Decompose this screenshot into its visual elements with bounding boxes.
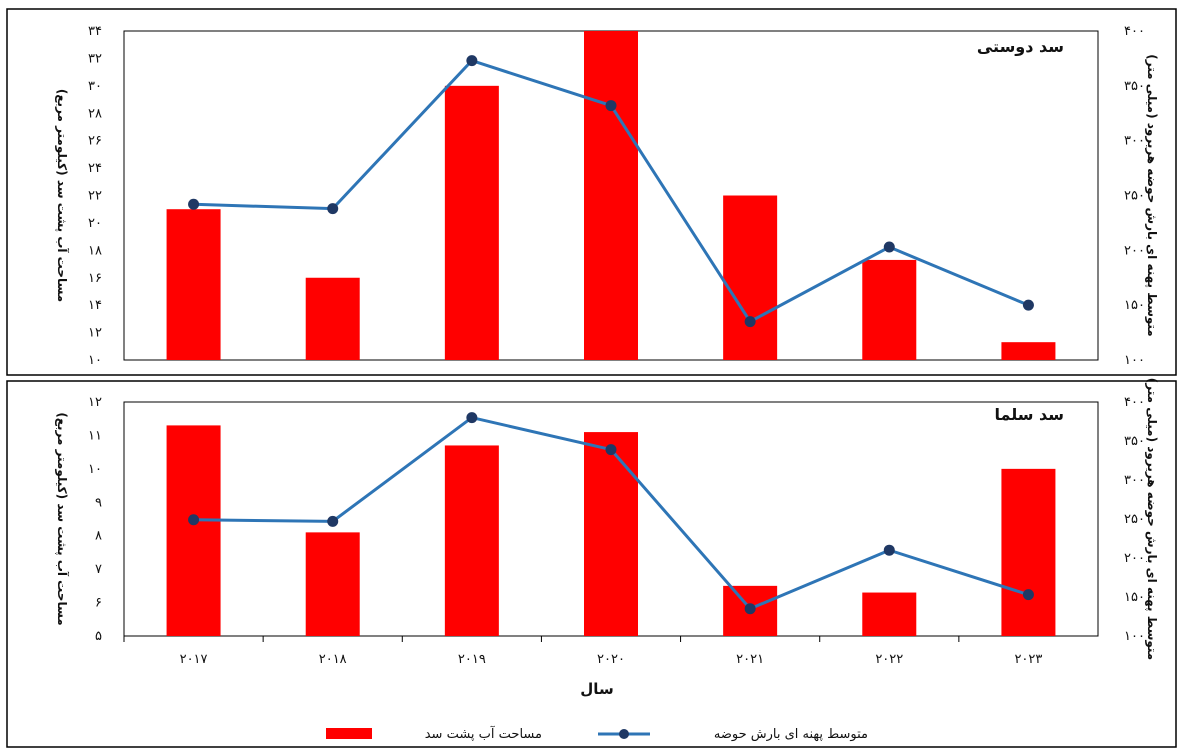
line-point <box>883 241 895 253</box>
y-right-tick-label: ۳۰۰ <box>1124 473 1145 488</box>
bar <box>862 259 917 360</box>
y-right-tick-label: ۲۵۰ <box>1124 189 1145 204</box>
panel-frame-top <box>6 8 1177 376</box>
y-left-tick-label: ۲۸ <box>88 106 102 121</box>
y-right-axis-label: متوسط پهنه ای بارش حوضه هریرود (میلی متر… <box>1144 378 1159 661</box>
bar <box>305 277 360 360</box>
y-left-tick-label: ۱۸ <box>88 243 102 258</box>
line-point <box>883 544 895 556</box>
y-left-tick-label: ۲۰ <box>88 216 102 231</box>
bar <box>723 195 778 360</box>
bar <box>584 31 638 360</box>
line-point <box>1022 299 1034 311</box>
y-right-tick-label: ۱۵۰ <box>1124 298 1145 313</box>
x-tick-label: ۲۰۱۹ <box>458 652 486 667</box>
line-point <box>188 514 200 526</box>
y-left-tick-label: ۹ <box>95 495 102 510</box>
y-right-tick-label: ۲۰۰ <box>1124 551 1145 566</box>
x-tick-label: ۲۰۲۳ <box>1014 652 1042 667</box>
bar <box>1001 342 1056 360</box>
x-tick-label: ۲۰۲۰ <box>597 652 625 667</box>
y-right-tick-label: ۲۵۰ <box>1124 512 1145 527</box>
y-left-tick-label: ۵ <box>95 629 102 644</box>
chart-salma: ۵ ۶ ۷ ۸ ۹ ۱۰ ۱۱ ۱۲ ۱۰۰ ۱۵۰ ۲۰۰ ۲۵۰ ۳۰۰ ۳۵۰ ۴۰۰ مساحت آب… <box>54 378 1159 667</box>
line-point <box>327 515 339 527</box>
y-left-tick-label: ۱۴ <box>88 298 102 313</box>
line-point <box>188 198 200 210</box>
y-right-tick-label: ۳۵۰ <box>1124 79 1145 94</box>
y-left-tick-label: ۳۰ <box>88 79 102 94</box>
chart-dusti: ۱۰ ۱۲ ۱۴ ۱۶ ۱۸ ۲۰ ۲۲ ۲۴ ۲۶ ۲۸ ۳۰ ۳۲ ۳۴ ۱۰۰ ۱۵۰ ۲۰۰ ۲۵۰ ۳۰… <box>54 24 1159 368</box>
legend-bar-label: مساحت آب پشت سد <box>425 725 542 742</box>
y-left-tick-label: ۲۶ <box>88 134 102 149</box>
y-left-tick-label: ۱۰ <box>88 462 102 477</box>
x-tick-label: ۲۰۲۱ <box>736 652 764 667</box>
y-left-tick-label: ۱۲ <box>88 395 102 410</box>
y-left-tick-label: ۸ <box>95 529 102 544</box>
line-point <box>605 100 617 112</box>
line-point <box>466 55 478 67</box>
y-left-axis-label: مساحت آب پشت سد (کیلومتر مربع) <box>54 89 70 302</box>
y-left-tick-label: ۱۱ <box>88 428 102 443</box>
y-left-tick-label: ۱۰ <box>88 353 102 368</box>
line-point <box>744 603 756 615</box>
x-axis-label: سال <box>580 680 613 698</box>
y-left-tick-label: ۷ <box>95 562 102 577</box>
y-right-tick-label: ۱۰۰ <box>1124 629 1145 644</box>
y-right-tick-label: ۳۵۰ <box>1124 434 1145 449</box>
bar <box>584 432 638 636</box>
y-left-tick-label: ۳۲ <box>88 51 102 66</box>
y-right-tick-label: ۱۰۰ <box>1124 353 1145 368</box>
y-left-tick-label: ۲۴ <box>88 161 102 176</box>
bar <box>305 532 360 636</box>
legend-bar-swatch <box>326 728 372 739</box>
bar <box>862 592 917 636</box>
y-left-tick-label: ۲۲ <box>88 189 102 204</box>
bar <box>444 445 499 636</box>
y-right-axis-label: متوسط پهنه ای بارش حوضه هریرود (میلی متر… <box>1144 54 1159 337</box>
y-right-tick-label: ۱۵۰ <box>1124 590 1145 605</box>
y-right-tick-label: ۲۰۰ <box>1124 243 1145 258</box>
bar <box>166 209 221 360</box>
y-right-tick-label: ۴۰۰ <box>1124 24 1145 39</box>
line-point <box>744 316 756 328</box>
legend: متوسط پهنه ای بارش حوضه مساحت آب پشت سد <box>326 725 868 742</box>
y-left-tick-label: ۱۲ <box>88 326 102 341</box>
x-tick-label: ۲۰۱۷ <box>180 652 208 667</box>
y-right-tick-label: ۴۰۰ <box>1124 395 1145 410</box>
y-left-tick-label: ۶ <box>95 596 102 611</box>
bar <box>1001 468 1056 636</box>
x-tick-label: ۲۰۲۲ <box>875 652 903 667</box>
panel-title: سد دوستی <box>977 37 1064 56</box>
line-point <box>466 412 478 424</box>
panel-title: سد سلما <box>994 405 1064 424</box>
legend-line-label: متوسط پهنه ای بارش حوضه <box>714 727 868 742</box>
line-point <box>327 203 339 215</box>
y-left-tick-label: ۱۶ <box>88 271 102 286</box>
y-left-tick-label: ۳۴ <box>88 24 102 39</box>
legend-line-marker <box>619 729 629 739</box>
x-tick-label: ۲۰۱۸ <box>319 652 347 667</box>
line-point <box>605 444 617 456</box>
line-point <box>1022 589 1034 601</box>
bar <box>166 425 221 636</box>
panel-frame-bottom <box>6 380 1177 748</box>
y-right-tick-label: ۳۰۰ <box>1124 134 1145 149</box>
bar <box>444 85 499 360</box>
y-left-axis-label: مساحت آب پشت سد (کیلومتر مربع) <box>54 412 70 625</box>
